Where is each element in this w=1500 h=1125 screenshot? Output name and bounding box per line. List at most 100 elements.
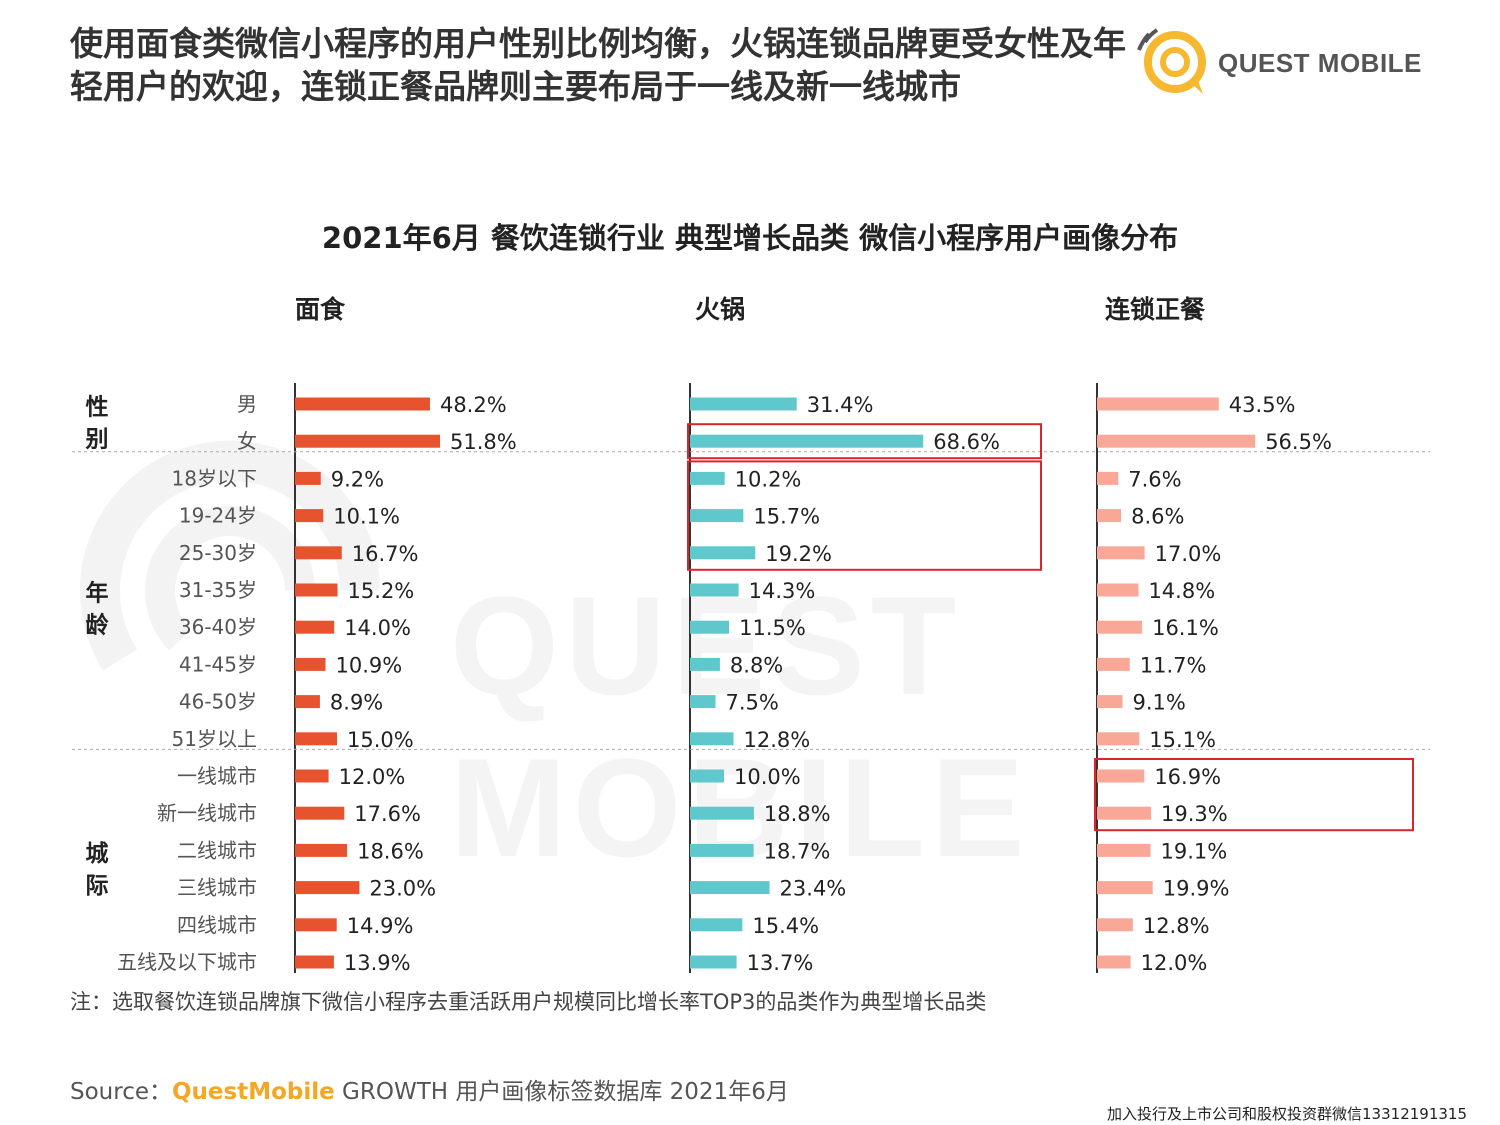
category-label-4: 25-30岁 xyxy=(179,541,257,565)
bar-0-14 xyxy=(295,918,337,932)
bar-2-0 xyxy=(1097,397,1219,411)
value-label-2-7: 11.7% xyxy=(1140,653,1207,677)
value-label-2-9: 15.1% xyxy=(1149,728,1216,752)
series-caption-2: 连锁正餐 xyxy=(1105,295,1206,324)
value-label-2-3: 8.6% xyxy=(1131,505,1184,529)
group-label-0-1: 别 xyxy=(85,427,109,453)
bar-1-8 xyxy=(690,695,716,709)
value-label-2-6: 16.1% xyxy=(1152,616,1219,640)
series-caption-0: 面食 xyxy=(295,295,346,324)
value-label-1-11: 18.8% xyxy=(764,802,831,826)
bar-0-7 xyxy=(295,657,326,671)
bar-2-2 xyxy=(1097,471,1119,485)
bar-0-2 xyxy=(295,471,321,485)
bar-0-4 xyxy=(295,546,342,560)
bar-2-12 xyxy=(1097,843,1151,857)
value-label-0-5: 15.2% xyxy=(348,579,415,603)
value-label-2-1: 56.5% xyxy=(1265,430,1332,454)
bar-1-2 xyxy=(690,471,725,485)
bar-2-14 xyxy=(1097,918,1133,932)
value-label-0-6: 14.0% xyxy=(344,616,411,640)
value-label-2-13: 19.9% xyxy=(1163,877,1230,901)
category-label-14: 四线城市 xyxy=(177,913,257,937)
value-label-0-11: 17.6% xyxy=(354,802,421,826)
value-label-0-7: 10.9% xyxy=(336,653,403,677)
bar-2-13 xyxy=(1097,881,1153,895)
bar-1-14 xyxy=(690,918,743,932)
value-label-0-14: 14.9% xyxy=(347,914,414,938)
source-brand: QuestMobile xyxy=(172,1079,335,1105)
bar-2-1 xyxy=(1097,434,1256,448)
bar-0-10 xyxy=(295,769,329,783)
category-label-15: 五线及以下城市 xyxy=(117,950,257,974)
value-label-1-14: 15.4% xyxy=(752,914,819,938)
group-label-1-0: 年 xyxy=(86,580,109,607)
value-label-2-14: 12.8% xyxy=(1143,914,1210,938)
value-label-2-5: 14.8% xyxy=(1148,579,1215,603)
bar-0-11 xyxy=(295,806,345,820)
category-label-6: 36-40岁 xyxy=(179,615,257,639)
value-label-0-15: 13.9% xyxy=(344,951,411,975)
bar-2-7 xyxy=(1097,657,1130,671)
value-label-1-0: 31.4% xyxy=(807,393,874,417)
group-label-2-1: 际 xyxy=(86,873,109,899)
bar-2-9 xyxy=(1097,732,1140,746)
bar-1-5 xyxy=(690,583,739,597)
value-label-1-1: 68.6% xyxy=(933,430,1000,454)
bar-2-3 xyxy=(1097,509,1122,523)
quest-mobile-logo-icon xyxy=(1137,28,1206,94)
bar-0-1 xyxy=(295,434,441,448)
category-label-0: 男 xyxy=(237,392,257,416)
bar-0-9 xyxy=(295,732,337,746)
category-label-8: 46-50岁 xyxy=(179,690,257,714)
bar-1-12 xyxy=(690,843,754,857)
value-label-1-8: 7.5% xyxy=(726,691,779,715)
bar-2-5 xyxy=(1097,583,1139,597)
value-label-2-10: 16.9% xyxy=(1154,765,1221,789)
group-label-2-0: 城 xyxy=(86,840,109,867)
bar-1-6 xyxy=(690,620,730,634)
category-label-7: 41-45岁 xyxy=(179,652,257,676)
value-label-1-15: 13.7% xyxy=(747,951,814,975)
bar-0-8 xyxy=(295,695,320,709)
highlight-box-1 xyxy=(687,460,1042,571)
value-label-0-9: 15.0% xyxy=(347,728,414,752)
source-rest: GROWTH 用户画像标签数据库 2021年6月 xyxy=(334,1079,789,1105)
series-caption-1: 火锅 xyxy=(695,295,745,324)
category-label-1: 女 xyxy=(237,429,257,453)
bar-1-10 xyxy=(690,769,724,783)
bar-0-5 xyxy=(295,583,338,597)
bar-0-3 xyxy=(295,509,324,523)
value-label-2-12: 19.1% xyxy=(1160,839,1227,863)
bar-2-4 xyxy=(1097,546,1145,560)
value-label-2-0: 43.5% xyxy=(1229,393,1296,417)
highlight-box-0 xyxy=(687,423,1042,460)
value-label-0-12: 18.6% xyxy=(357,839,424,863)
bar-1-9 xyxy=(690,732,734,746)
bar-2-11 xyxy=(1097,806,1152,820)
value-label-0-4: 16.7% xyxy=(352,542,419,566)
category-label-2: 18岁以下 xyxy=(172,466,257,490)
value-label-0-3: 10.1% xyxy=(333,505,400,529)
bar-2-10 xyxy=(1097,769,1145,783)
bar-0-12 xyxy=(295,843,348,857)
group-label-0-0: 性 xyxy=(86,395,109,421)
bar-1-0 xyxy=(690,397,797,411)
bar-2-6 xyxy=(1097,620,1143,634)
value-label-0-1: 51.8% xyxy=(450,430,517,454)
source-prefix: Source： xyxy=(70,1079,172,1105)
value-label-1-12: 18.7% xyxy=(764,839,831,863)
bar-1-3 xyxy=(690,509,744,523)
value-label-1-10: 10.0% xyxy=(734,765,801,789)
watermark-logo-icon xyxy=(80,440,380,671)
bar-1-7 xyxy=(690,657,720,671)
value-label-1-13: 23.4% xyxy=(780,877,847,901)
footnote: 注：选取餐饮连锁品牌旗下微信小程序去重活跃用户规模同比增长率TOP3的品类作为典… xyxy=(70,990,987,1014)
value-label-2-2: 7.6% xyxy=(1128,467,1181,491)
category-label-5: 31-35岁 xyxy=(179,578,257,602)
value-label-0-13: 23.0% xyxy=(369,877,436,901)
logo-text: QUEST MOBILE xyxy=(1218,48,1422,78)
value-label-1-7: 8.8% xyxy=(730,653,783,677)
highlight-box-2 xyxy=(1094,758,1414,832)
